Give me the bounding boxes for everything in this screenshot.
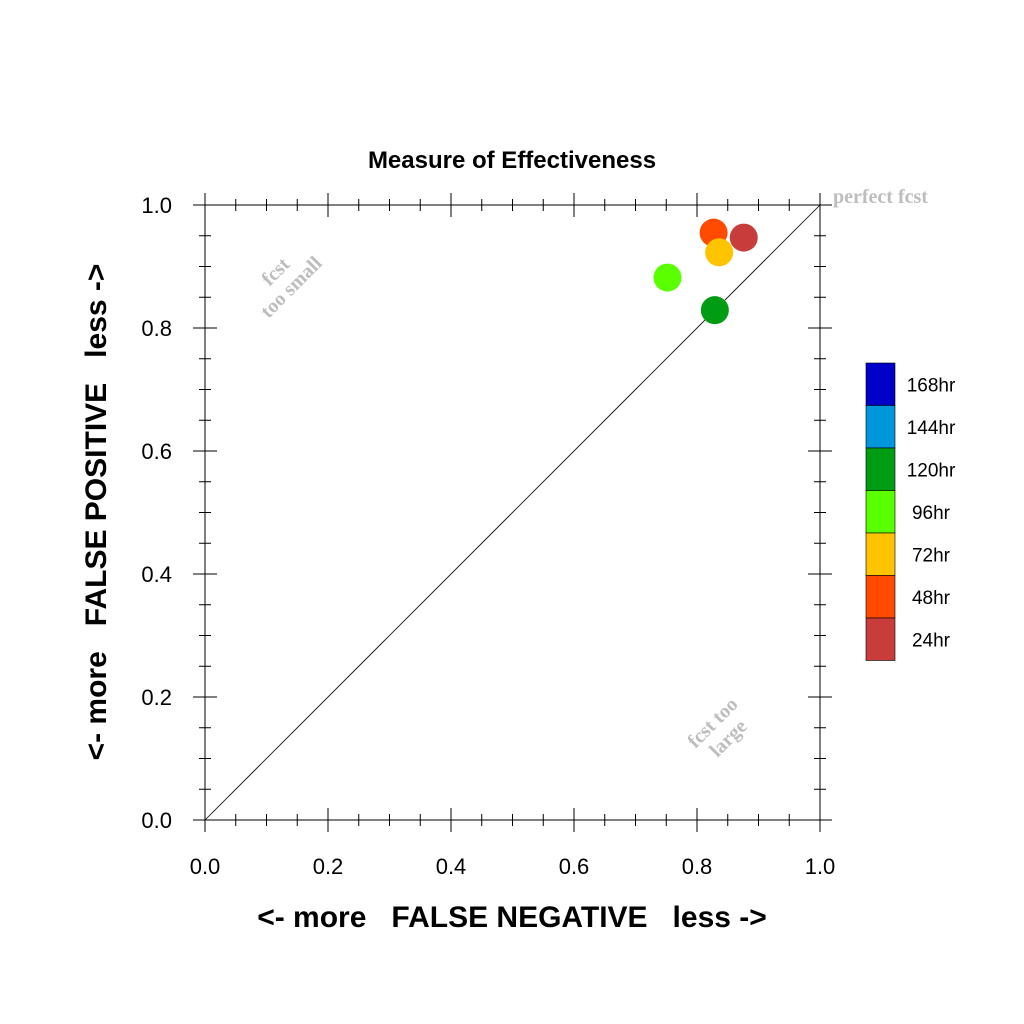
- legend-label-168hr: 168hr: [907, 375, 956, 396]
- legend-label-96hr: 96hr: [912, 503, 951, 524]
- y-tick-label: 0.6: [141, 439, 172, 464]
- y-tick-label: 1.0: [141, 193, 172, 218]
- y-tick-label: 0.2: [141, 685, 172, 710]
- legend-swatch-144hr: [865, 405, 896, 449]
- chart-title: Measure of Effectiveness: [368, 147, 656, 174]
- data-points: [653, 218, 758, 325]
- legend-label-24hr: 24hr: [912, 630, 951, 651]
- legend-swatch-24hr: [865, 617, 896, 661]
- fcst-too-large-annotation: fcst too large: [683, 693, 751, 761]
- legend-label-72hr: 72hr: [912, 545, 951, 566]
- perfect-fcst-label: perfect fcst: [833, 186, 928, 208]
- point-72hr: [705, 238, 734, 267]
- legend-swatch-120hr: [865, 447, 896, 491]
- legend: 168hr 144hr 120hr 96hr 72hr 48hr 24hr: [865, 362, 956, 661]
- y-tick-labels: 0.0 0.2 0.4 0.6 0.8 1.0: [141, 193, 172, 833]
- y-axis-label: <- more FALSE POSITIVE less ->: [80, 264, 113, 761]
- legend-label-144hr: 144hr: [907, 418, 956, 439]
- point-24hr: [729, 223, 758, 252]
- legend-swatch-96hr: [865, 490, 896, 534]
- fcst-too-small-annotation: fcst too small: [256, 252, 326, 322]
- point-96hr: [653, 263, 682, 292]
- x-tick-label: 0.4: [436, 854, 467, 879]
- legend-label-120hr: 120hr: [907, 460, 956, 481]
- y-tick-label: 0.4: [141, 562, 172, 587]
- y-tick-label: 0.8: [141, 316, 172, 341]
- x-tick-label: 0.2: [313, 854, 344, 879]
- y-tick-label: 0.0: [141, 808, 172, 833]
- legend-swatch-168hr: [865, 362, 896, 406]
- plot-frame: [204, 204, 821, 821]
- x-axis-label: <- more FALSE NEGATIVE less ->: [257, 901, 767, 934]
- x-tick-labels: 0.0 0.2 0.4 0.6 0.8 1.0: [190, 854, 836, 879]
- fcst-too-small-line2: too small: [256, 252, 326, 322]
- legend-swatch-72hr: [865, 532, 896, 576]
- x-tick-label: 0.0: [190, 854, 221, 879]
- x-tick-label: 0.8: [682, 854, 713, 879]
- legend-swatch-48hr: [865, 575, 896, 619]
- point-120hr: [700, 296, 729, 325]
- x-tick-label: 1.0: [805, 854, 836, 879]
- legend-label-48hr: 48hr: [912, 588, 951, 609]
- x-tick-label: 0.6: [559, 854, 590, 879]
